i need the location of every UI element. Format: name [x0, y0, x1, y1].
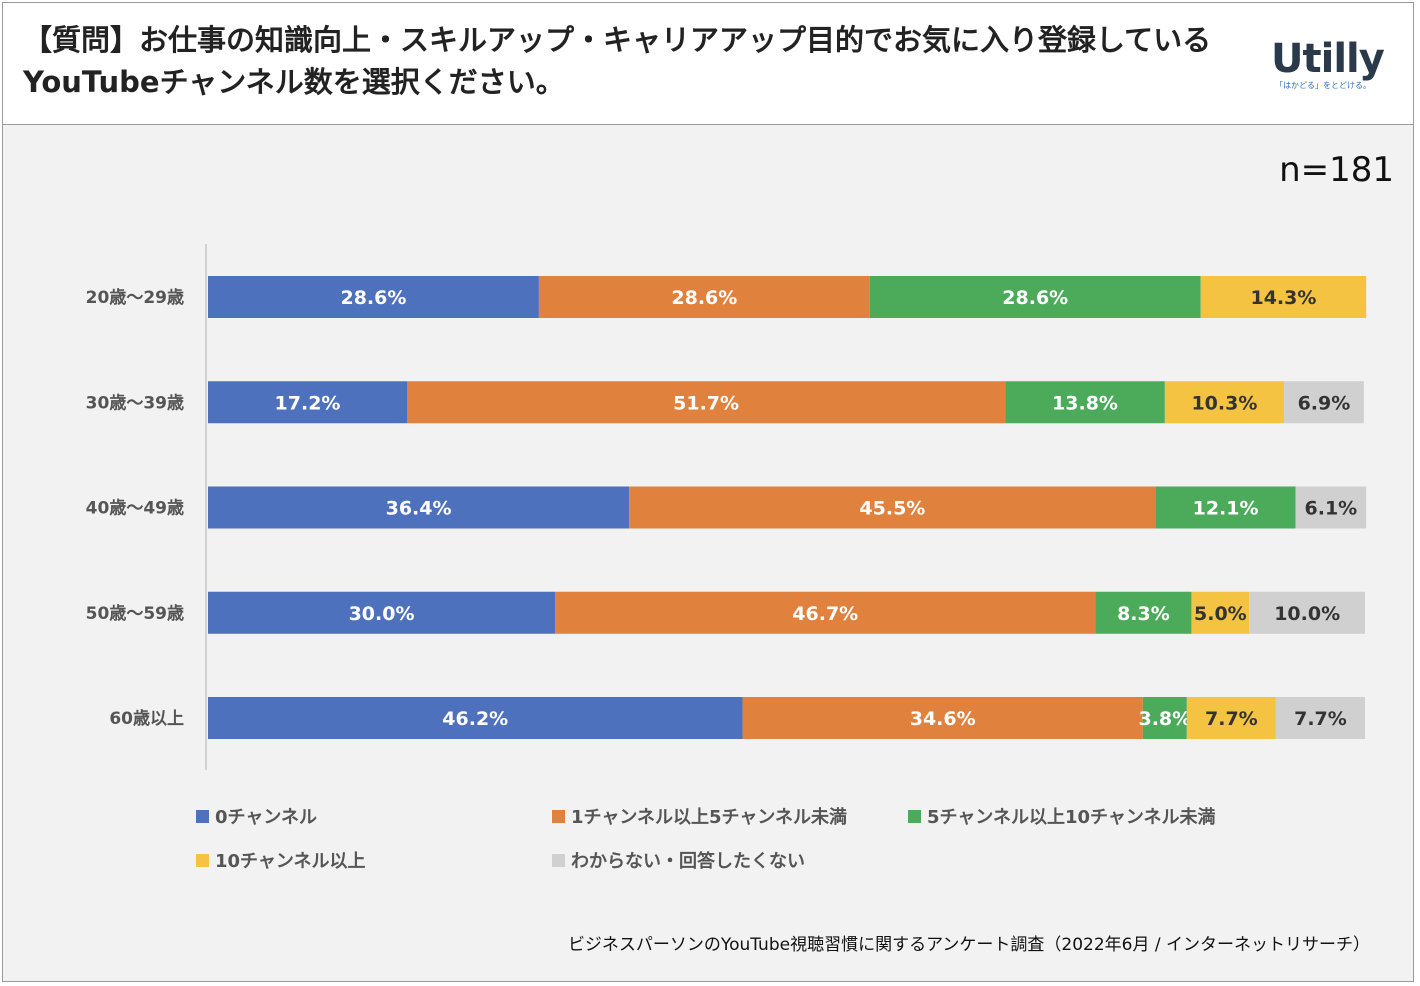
legend-item: 5チャンネル以上10チャンネル未満 [908, 803, 1216, 829]
data-label: 46.7% [792, 603, 858, 625]
data-label: 46.2% [442, 708, 508, 730]
bar-segment [1200, 276, 1367, 318]
bar-segment [208, 486, 630, 529]
bar-segment [407, 381, 1006, 424]
data-label: 14.3% [1250, 287, 1316, 309]
source-note: ビジネスパーソンのYouTube視聴習慣に関するアンケート調査（2022年6月 … [567, 935, 1370, 955]
bar-segment [1142, 697, 1187, 739]
header: 【質問】お仕事の知識向上・スキルアップ・キャリアアップ目的でお気に入り登録してい… [3, 3, 1413, 125]
data-label: 28.6% [1002, 287, 1068, 309]
data-label: 5.0% [1194, 603, 1247, 625]
legend-item: わからない・回答したくない [552, 847, 805, 873]
data-label: 7.7% [1205, 708, 1258, 730]
data-label: 12.1% [1193, 498, 1259, 520]
legend-label: 1チャンネル以上5チャンネル未満 [571, 807, 847, 828]
bar-segment [869, 276, 1201, 318]
bar-segment [555, 591, 1096, 634]
bar-segment [1095, 591, 1192, 634]
category-label: 60歳以上 [109, 708, 184, 729]
sample-size: n=181 [1279, 150, 1394, 190]
legend-label: 5チャンネル以上10チャンネル未満 [927, 807, 1216, 828]
bar-segment [208, 381, 407, 424]
bar-segment [1284, 381, 1364, 424]
data-label: 10.3% [1191, 392, 1257, 414]
legend-swatch [552, 809, 565, 823]
legend-label: 0チャンネル [215, 807, 317, 828]
data-label: 30.0% [349, 603, 415, 625]
bar-segment [1155, 486, 1296, 529]
bar-segment [629, 486, 1156, 529]
bar-segment [208, 697, 743, 739]
legend-swatch [196, 809, 209, 823]
legend-swatch [552, 853, 565, 867]
category-label: 40歳～49歳 [86, 498, 184, 519]
bar-segment [1191, 591, 1250, 634]
data-label: 8.3% [1117, 603, 1170, 625]
category-label: 30歳～39歳 [86, 392, 184, 413]
data-label: 45.5% [859, 498, 925, 520]
data-label: 3.8% [1138, 708, 1191, 730]
logo-tagline: 「はかどる」をとどける。 [1275, 81, 1371, 90]
legend-label: わからない・回答したくない [571, 851, 805, 872]
legend-item: 0チャンネル [196, 803, 317, 829]
data-label: 6.1% [1305, 498, 1358, 520]
legend-swatch [908, 809, 921, 823]
data-label: 36.4% [386, 498, 452, 520]
legend-swatch [196, 853, 209, 867]
data-label: 10.0% [1274, 603, 1340, 625]
data-label: 28.6% [671, 287, 737, 309]
bar-segment [208, 276, 539, 318]
bar-segment [1295, 486, 1367, 529]
data-label: 34.6% [910, 708, 976, 730]
data-label: 7.7% [1294, 708, 1347, 730]
logo-wordmark: Utilly [1271, 36, 1385, 82]
category-label: 50歳～59歳 [86, 603, 184, 624]
data-label: 13.8% [1052, 392, 1118, 414]
data-label: 6.9% [1298, 392, 1351, 414]
data-label: 17.2% [275, 392, 341, 414]
bar-segment [1005, 381, 1165, 424]
bar-segment [538, 276, 870, 318]
bar-segment [742, 697, 1143, 739]
chart-panel [3, 125, 1413, 981]
data-label: 28.6% [340, 287, 406, 309]
category-label: 20歳～29歳 [86, 287, 184, 308]
legend-item: 1チャンネル以上5チャンネル未満 [552, 803, 847, 829]
bar-segment [208, 591, 556, 634]
legend-label: 10チャンネル以上 [215, 851, 366, 872]
bar-segment [1164, 381, 1285, 424]
bar-segment [1275, 697, 1365, 739]
question-title: 【質問】お仕事の知識向上・スキルアップ・キャリアアップ目的でお気に入り登録してい… [23, 23, 1212, 99]
utilly-logo: Utilly 「はかどる」をとどける。 [1271, 37, 1401, 103]
bar-segment [1186, 697, 1276, 739]
data-label: 51.7% [673, 392, 739, 414]
legend-item: 10チャンネル以上 [196, 847, 366, 873]
bar-segment [1249, 591, 1365, 634]
